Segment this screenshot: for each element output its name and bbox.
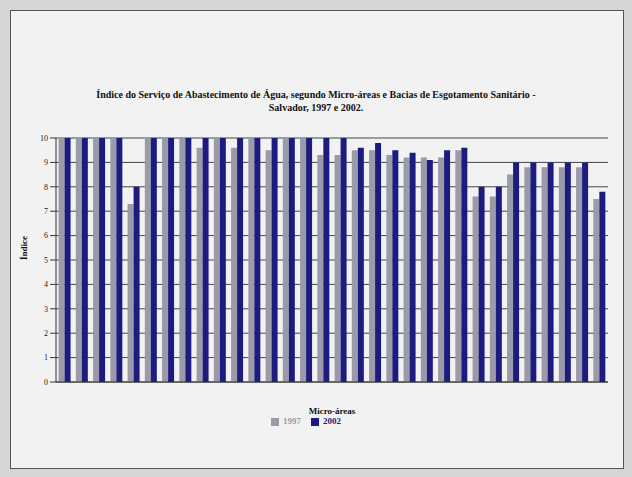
svg-text:8: 8 (44, 183, 48, 192)
svg-text:2: 2 (44, 329, 48, 338)
svg-text:3: 3 (44, 305, 48, 314)
html-text:2002: 2002 (323, 416, 341, 426)
svg-text:0: 0 (44, 378, 48, 387)
svg-text:4: 4 (44, 280, 48, 289)
svg-text:1: 1 (44, 353, 48, 362)
svg-text:6: 6 (44, 231, 48, 240)
svg-text:5: 5 (44, 256, 48, 265)
svg-text:9: 9 (44, 158, 48, 167)
svg-text:Índice: Índice (19, 236, 29, 260)
html-text:1997: 1997 (283, 416, 301, 426)
html-text:Índice do Serviço de Abastecim: Índice do Serviço de Abastecimento de Ág… (96, 89, 536, 113)
svg-text:Micro-áreas: Micro-áreas (309, 406, 356, 416)
svg-text:10: 10 (40, 134, 48, 143)
svg-text:7: 7 (44, 207, 48, 216)
